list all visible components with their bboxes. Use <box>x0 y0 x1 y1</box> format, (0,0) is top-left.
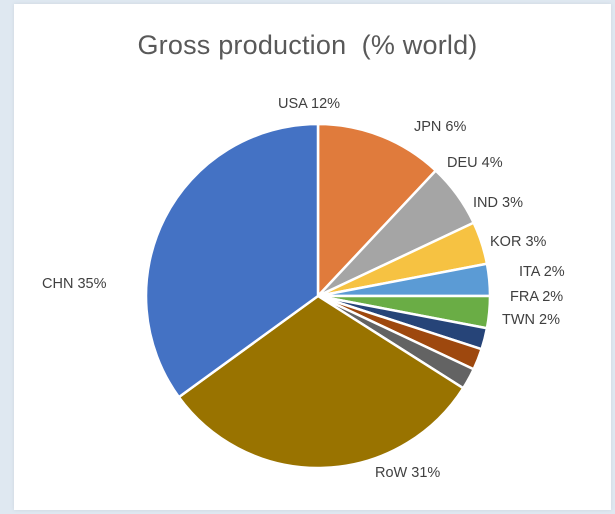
pie-slices <box>144 122 492 470</box>
slice-label-ita: ITA 2% <box>519 264 565 280</box>
slice-label-deu: DEU 4% <box>447 155 503 171</box>
slice-label-jpn: JPN 6% <box>414 119 466 135</box>
pie-slice-chn <box>144 122 320 399</box>
slice-label-ind: IND 3% <box>473 195 523 211</box>
slice-label-row: RoW 31% <box>375 465 440 481</box>
chart-title: Gross production (% world) <box>137 30 478 60</box>
slice-label-chn: CHN 35% <box>42 276 107 292</box>
slice-label-usa: USA 12% <box>278 96 340 112</box>
pie-labels: USA 12% JPN 6% DEU 4% IND 3% KOR 3% ITA 2% FRA… <box>42 96 565 481</box>
pie-slice-row <box>177 294 465 470</box>
slice-label-fra: FRA 2% <box>510 289 563 305</box>
slice-label-twn: TWN 2% <box>502 312 560 328</box>
slice-label-kor: KOR 3% <box>490 234 547 250</box>
pie-slice-usa <box>316 122 437 298</box>
